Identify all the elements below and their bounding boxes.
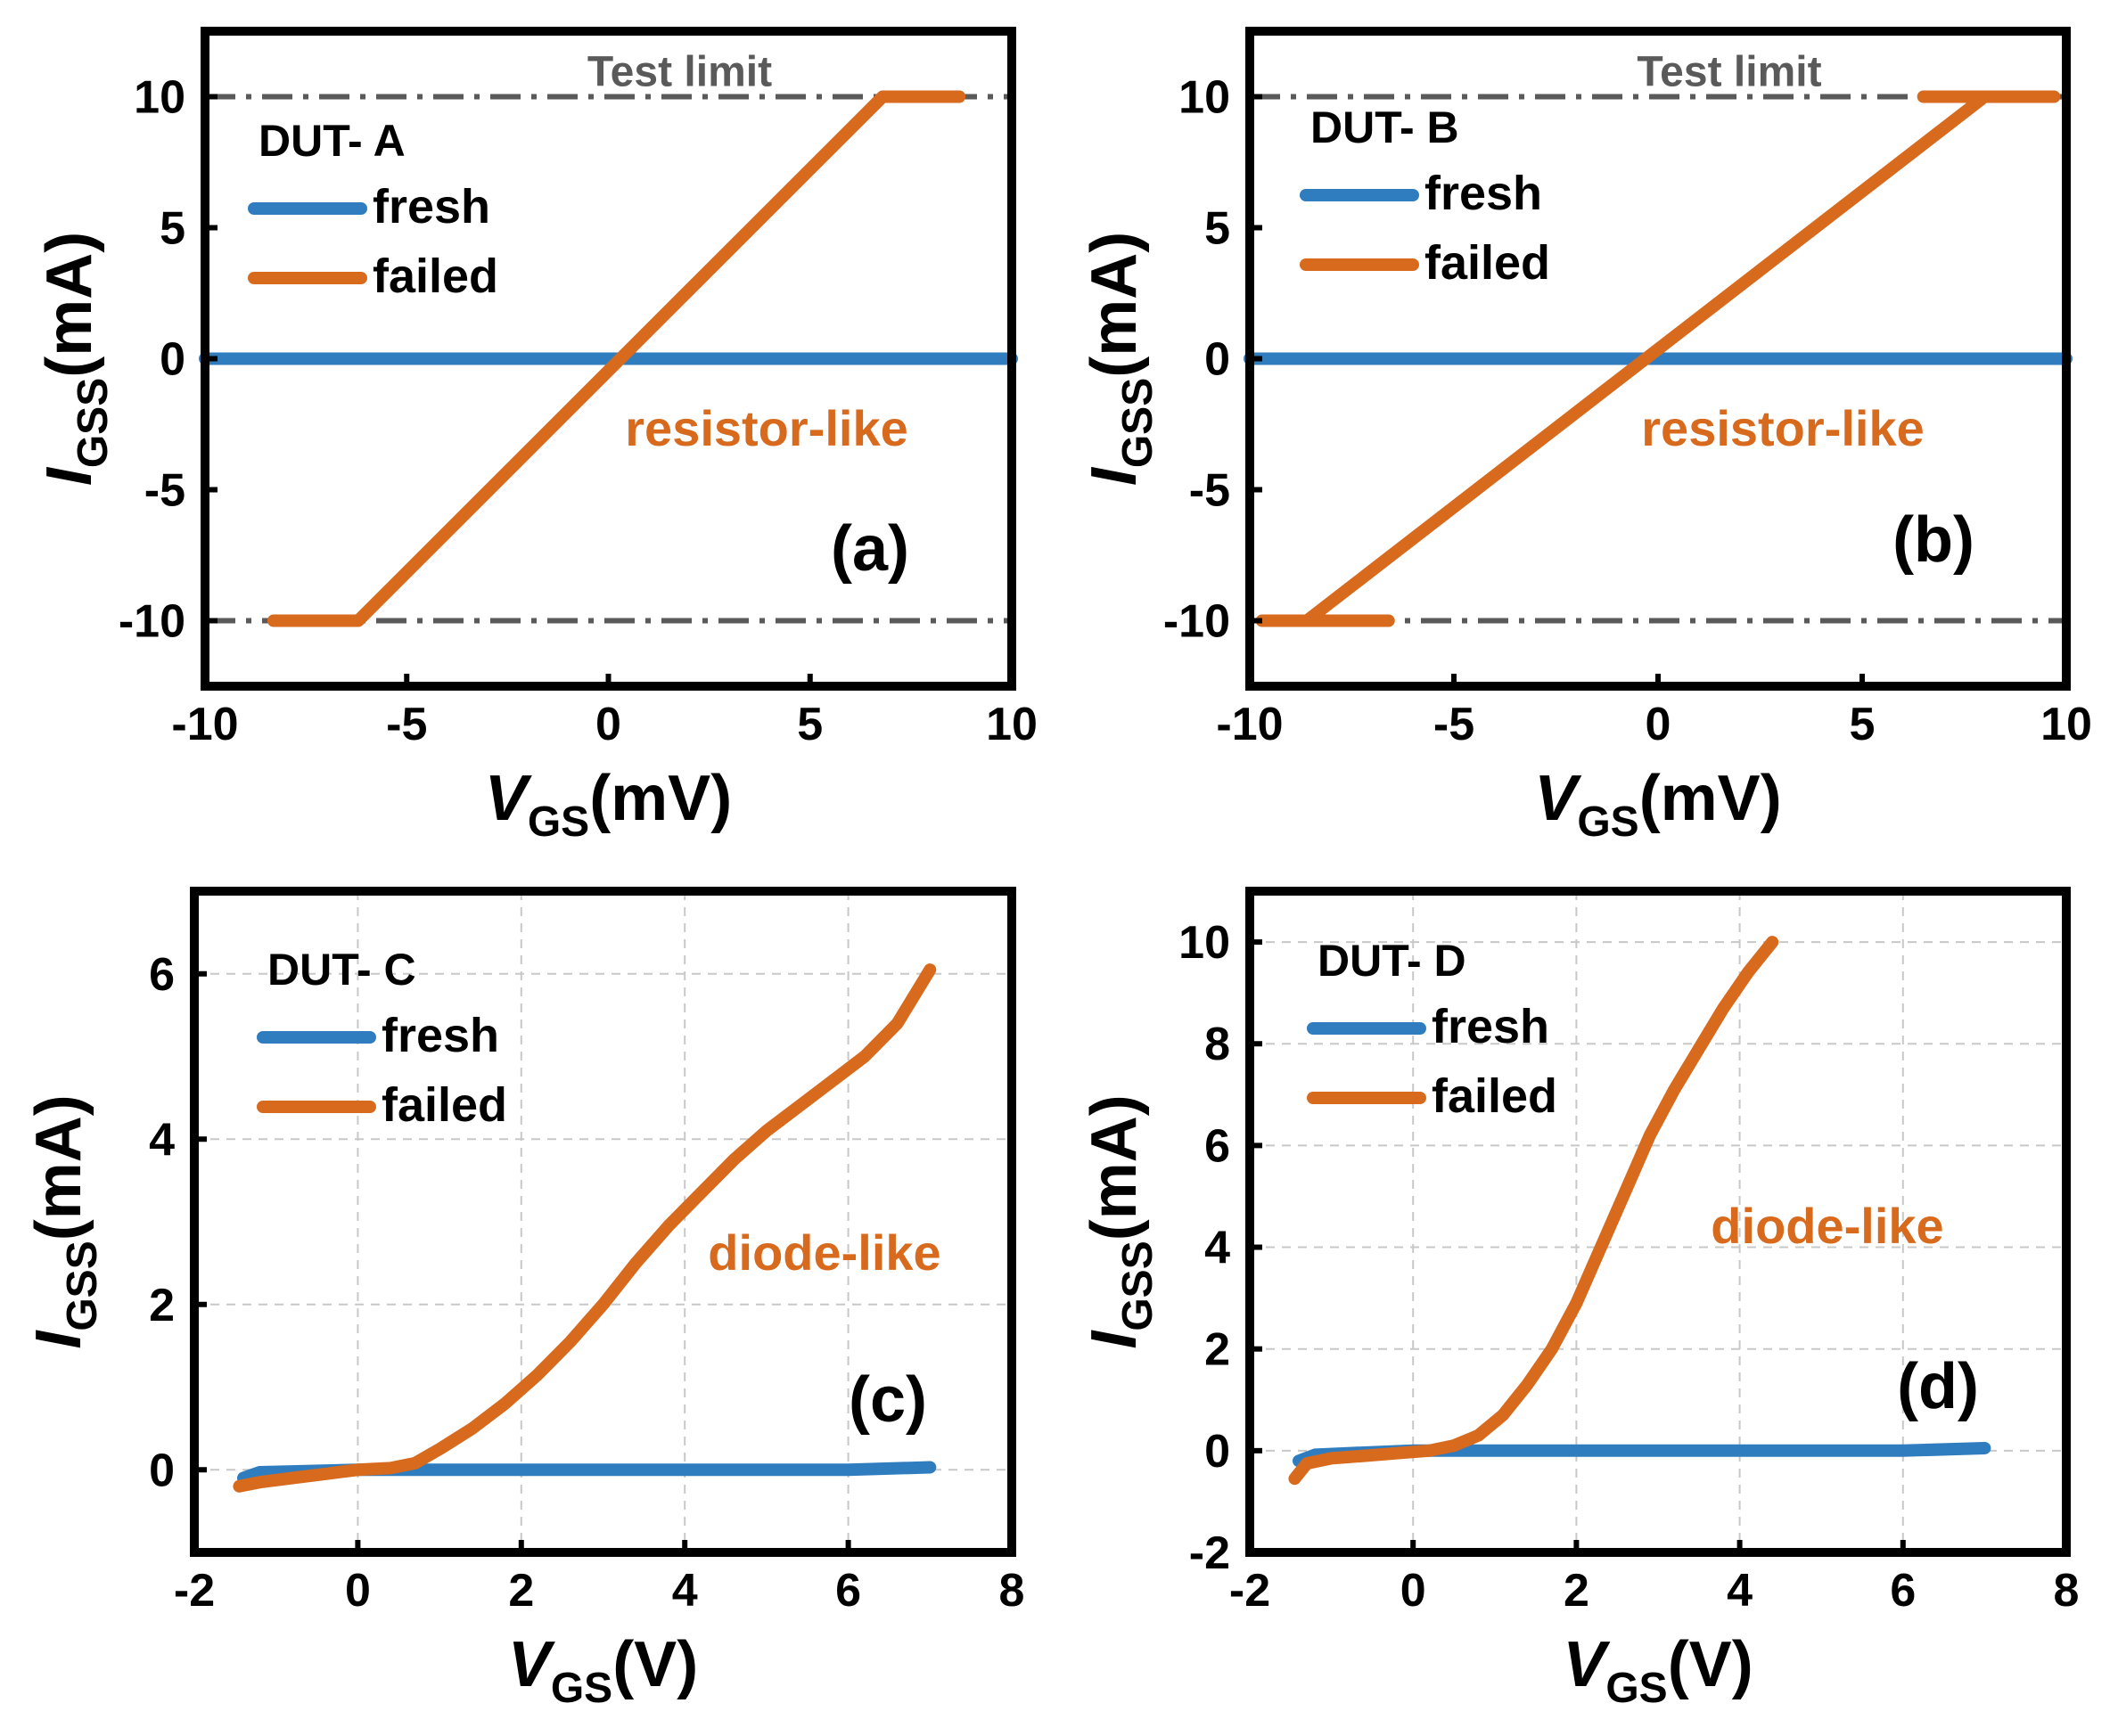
plot-frame [190,887,1016,1557]
chart-panel-c: -2 0 2 4 6 8 0 2 4 6 VGS(V) IGSS(mA) DUT- C fresh fail… [23,887,1025,1712]
annotation-label: resistor-like [625,400,908,456]
x-tick-label: -5 [1433,699,1474,750]
x-tick-label: 0 [1400,1565,1426,1617]
legend-label-failed: failed [382,1078,507,1132]
x-tick-label: -5 [386,699,427,750]
y-tick-label: -10 [1163,596,1230,648]
x-tick-label: 5 [797,699,823,750]
series-line-fresh [237,1461,937,1485]
panel-label: (c) [849,1364,927,1436]
annotation-label: diode-like [1711,1198,1943,1254]
x-tick-label: 8 [2054,1565,2080,1617]
legend-label-failed: failed [373,250,498,303]
chart-panel-a: Test limit -10 -5 0 5 10 -10 -5 0 5 10 VGS(mV) IGSS(… [34,27,1038,846]
y-tick-label: -5 [1189,465,1230,517]
legend-title: DUT- D [1318,936,1466,986]
plot-frame [1245,887,2071,1557]
x-tick-label: 4 [672,1565,698,1617]
x-tick-label: 0 [345,1565,371,1617]
legend-label-fresh: fresh [382,1009,499,1062]
legend-title: DUT- B [1310,102,1459,152]
y-tick-label: 10 [1178,72,1230,124]
y-tick-label: 5 [160,203,185,255]
y-tick-label: 4 [1204,1223,1230,1274]
y-tick-label: 10 [1178,917,1230,969]
y-tick-label: 0 [149,1445,175,1496]
x-tick-label: -2 [1229,1565,1270,1617]
series-line-failed [267,90,966,627]
x-tick-label: 4 [1727,1565,1753,1617]
x-axis-label: VGS(mV) [485,763,732,846]
annotation-label: resistor-like [1641,400,1925,456]
x-tick-label: 8 [999,1565,1025,1617]
panel-label: (a) [831,513,909,585]
series-line-failed [233,963,937,1493]
legend-title: DUT- A [259,116,406,166]
x-tick-label: 10 [986,699,1038,750]
test-limit-label: Test limit [1637,49,1821,96]
chart-panel-b: Test limit -10 -5 0 5 10 -10 -5 0 5 10 VGS(mV) IGSS(… [1079,27,2092,846]
x-tick-label: -2 [174,1565,215,1617]
x-axis-label: VGS(V) [1563,1629,1753,1712]
series-line-failed [1288,936,1779,1486]
chart-panel-d: -2 0 2 4 6 8 -2 0 2 4 6 8 10 VGS(V) IGSS(mA) DUT- D fres… [1079,887,2080,1712]
x-tick-label: 2 [1564,1565,1589,1617]
y-tick-label: 0 [1204,334,1230,386]
y-tick-label: 8 [1204,1019,1230,1070]
legend-label-fresh: fresh [373,180,490,233]
x-tick-label: 6 [1890,1565,1916,1617]
x-tick-label: 0 [595,699,621,750]
y-tick-label: -10 [119,596,185,648]
y-tick-label: 6 [149,949,175,1001]
y-tick-label: 2 [149,1280,175,1331]
legend-label-failed: failed [1432,1069,1557,1123]
y-tick-label: 2 [1204,1324,1230,1376]
annotation-label: diode-like [708,1224,940,1281]
panel-label: (b) [1892,504,1974,576]
x-axis-label: VGS(mV) [1534,763,1781,846]
y-tick-label: 10 [134,72,185,124]
y-axis-label: IGSS(mA) [1079,1094,1162,1348]
y-axis-label: IGSS(mA) [23,1094,106,1348]
y-axis-label: IGSS(mA) [1079,232,1162,486]
legend-label-fresh: fresh [1432,1000,1549,1053]
x-tick-label: 2 [508,1565,534,1617]
x-tick-label: 0 [1646,699,1671,750]
y-tick-label: -2 [1189,1527,1230,1579]
y-tick-label: 4 [149,1114,175,1166]
y-axis-label: IGSS(mA) [34,232,117,486]
x-tick-label: 10 [2040,699,2092,750]
y-tick-label: 6 [1204,1120,1230,1172]
x-tick-label: 6 [835,1565,861,1617]
x-tick-label: -10 [171,699,238,750]
legend-label-fresh: fresh [1424,167,1542,220]
y-tick-label: 0 [160,334,185,386]
y-tick-label: -5 [144,465,185,517]
y-tick-label: 5 [1204,203,1230,255]
series-line-failed [1255,90,2061,627]
x-tick-label: 5 [1850,699,1876,750]
panel-label: (d) [1897,1351,1979,1422]
legend-label-failed: failed [1424,236,1550,290]
test-limit-label: Test limit [587,49,772,96]
x-axis-label: VGS(V) [508,1629,698,1712]
x-tick-label: -10 [1216,699,1283,750]
legend-title: DUT- C [267,945,416,995]
y-tick-label: 0 [1204,1426,1230,1478]
